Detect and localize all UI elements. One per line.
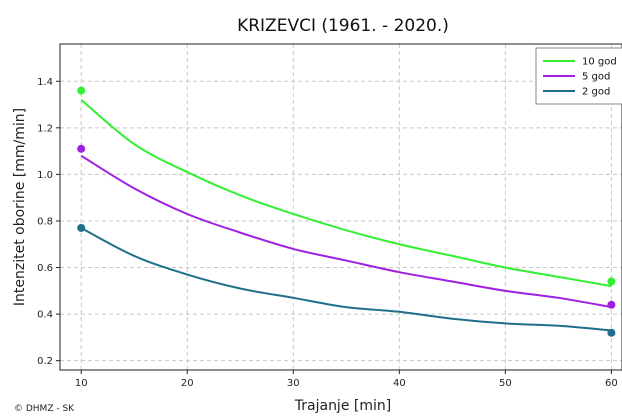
y-axis-title: Intenzitet oborine [mm/min]: [12, 108, 28, 306]
plot-frame: [59, 43, 622, 371]
data-point: [77, 223, 86, 232]
data-point: [77, 144, 86, 153]
y-tick-label: 0.2: [37, 356, 53, 367]
series-line: [80, 227, 612, 332]
data-point: [607, 328, 616, 337]
x-tick-label: 10: [75, 378, 88, 389]
data-point: [77, 86, 86, 95]
y-tick-label: 1.4: [37, 77, 53, 88]
chart-title: KRIZEVCI (1961. - 2020.): [237, 16, 449, 36]
grid: [60, 44, 622, 370]
credit-text: © DHMZ - SK: [14, 404, 75, 414]
y-tick-label: 0.8: [37, 216, 53, 227]
legend: 10 god 5 god 2 god: [535, 47, 622, 105]
data-point: [607, 277, 616, 286]
series-layer: [77, 86, 616, 337]
series-line: [80, 154, 612, 309]
y-tick-label: 0.4: [37, 310, 53, 321]
x-tick-label: 50: [499, 378, 512, 389]
legend-label: 2 god: [582, 87, 610, 98]
y-tick-label: 0.6: [37, 263, 53, 274]
x-tick-label: 60: [605, 378, 618, 389]
y-tick-label: 1.0: [37, 170, 53, 181]
data-point: [607, 300, 616, 309]
legend-label: 5 god: [582, 72, 610, 83]
y-tick-label: 1.2: [37, 123, 53, 134]
x-tick-label: 20: [181, 378, 194, 389]
legend-box: [535, 47, 622, 105]
x-axis-title: Trajanje [min]: [294, 398, 391, 414]
series-line: [80, 99, 612, 288]
x-axis: 10 20 30 40 50 60: [75, 370, 618, 389]
x-tick-label: 40: [393, 378, 406, 389]
legend-label: 10 god: [582, 57, 617, 68]
x-tick-label: 30: [287, 378, 300, 389]
y-axis: 0.2 0.4 0.6 0.8 1.0 1.2 1.4: [37, 77, 60, 367]
